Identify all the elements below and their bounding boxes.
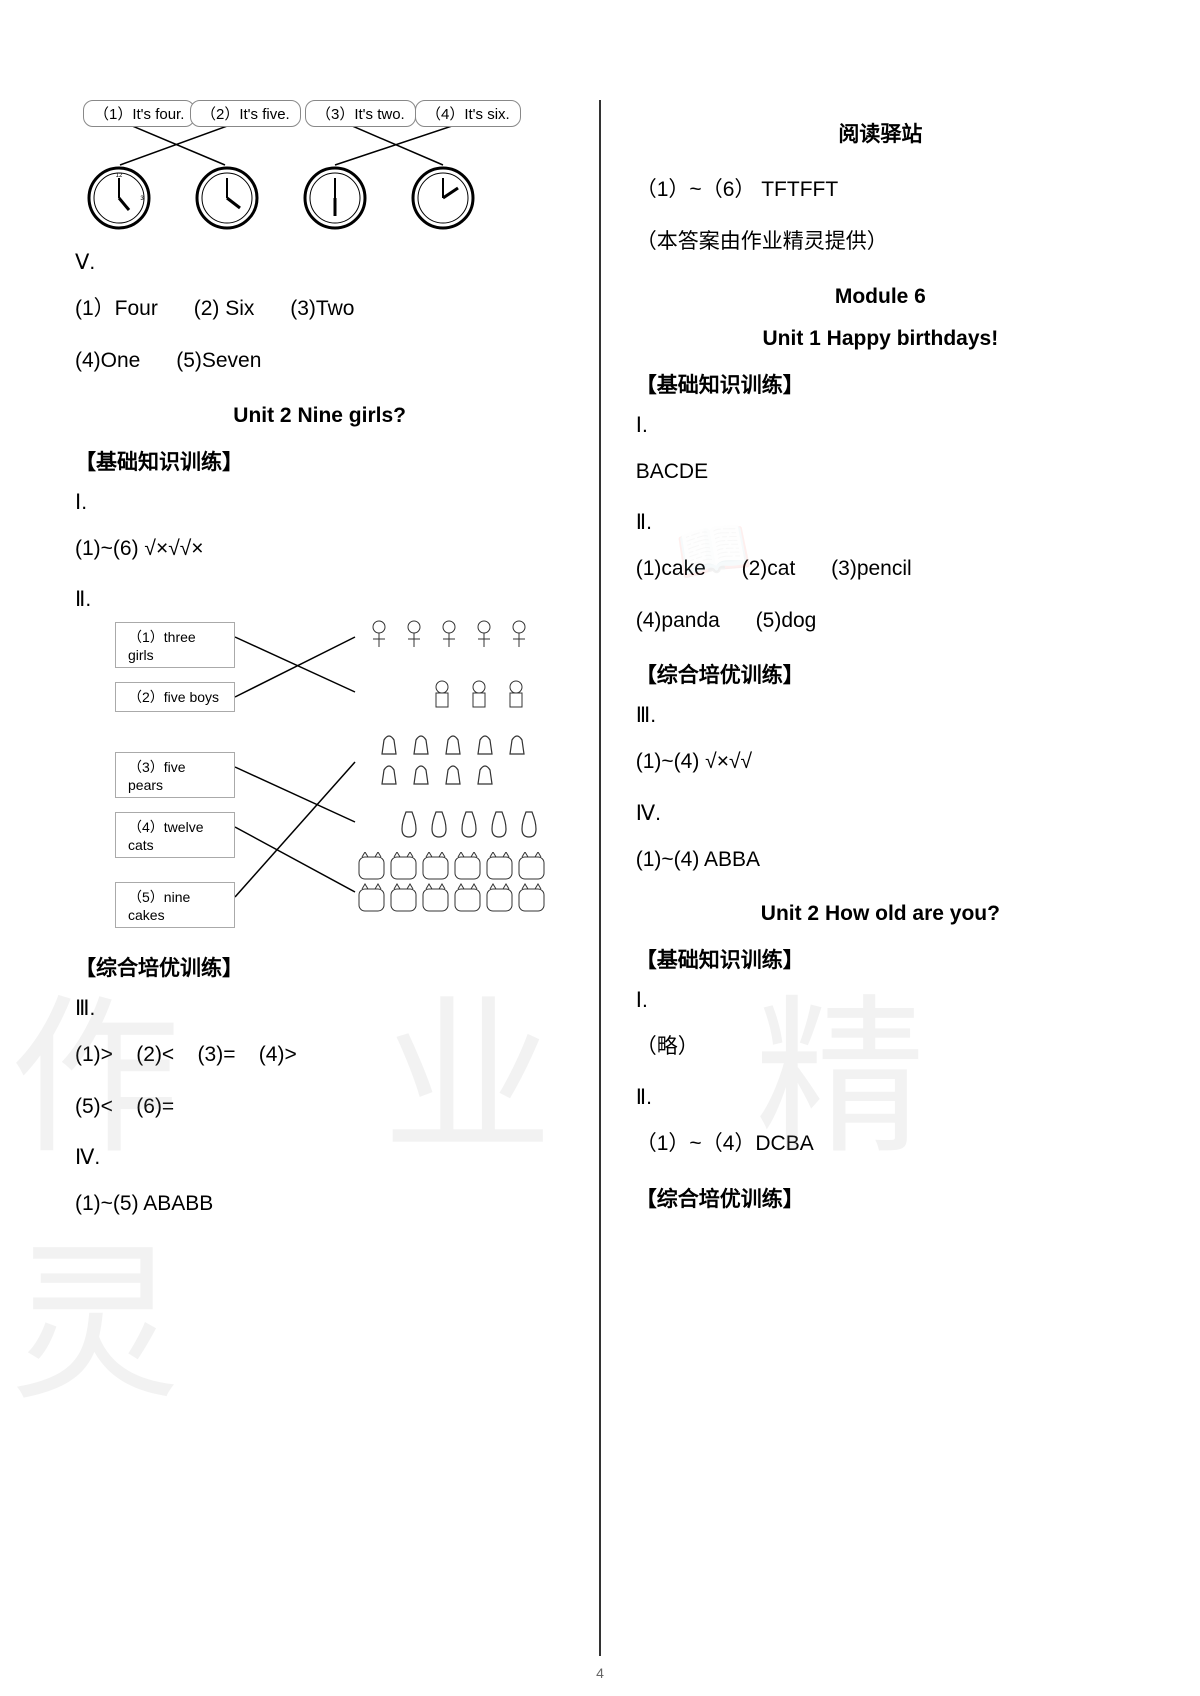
answer-i-1: (1)~(6) √×√√× xyxy=(75,525,564,573)
answer-iii-1: (1)> (2)< (3)= (4)> xyxy=(75,1031,564,1079)
reading-station-heading: 阅读驿站 xyxy=(636,118,1125,148)
basic-training-heading-1: 【基础知识训练】 xyxy=(75,446,564,476)
answer-iii-1-2: (5)< (6)= xyxy=(75,1083,564,1131)
clock-5oclock: 123 xyxy=(87,166,151,230)
roman-iv-2: Ⅳ. xyxy=(636,801,1125,826)
match-label-1: （1）three girls xyxy=(115,622,235,668)
roman-iii-1: Ⅲ. xyxy=(75,996,564,1021)
roman-i-2: Ⅰ. xyxy=(636,413,1125,438)
unit2-how-old-title: Unit 2 How old are you? xyxy=(636,902,1125,926)
page-container: （1）It's four. （2）It's five. （3）It's two.… xyxy=(0,0,1200,1696)
cakes-group xyxy=(374,732,554,792)
comprehensive-training-heading-2: 【综合培优训练】 xyxy=(636,659,1125,689)
roman-iii-2: Ⅲ. xyxy=(636,703,1125,728)
clock-label-3: （3）It's two. xyxy=(305,100,416,127)
match-label-5: （5）nine cakes xyxy=(115,882,235,928)
answer-v-line1: (1）Four (2) Six (3)Two xyxy=(75,285,564,333)
unit2-nine-girls-title: Unit 2 Nine girls? xyxy=(75,404,564,428)
answer-iv-1: (1)~(5) ABABB xyxy=(75,1180,564,1228)
comprehensive-training-heading-3: 【综合培优训练】 xyxy=(636,1183,1125,1213)
reading-station-answer: （1）~（6） TFTFFT xyxy=(636,166,1125,214)
pears-group xyxy=(394,807,554,842)
answer-iii-2: (1)~(4) √×√√ xyxy=(636,738,1125,786)
clock-label-4: （4）It's six. xyxy=(415,100,521,127)
clock-4oclock xyxy=(195,166,259,230)
answer-ii-2-line2: (4)panda (5)dog xyxy=(636,597,1125,645)
cats-group xyxy=(354,852,554,917)
answer-i-3: （略） xyxy=(636,1023,1125,1071)
clock-6oclock xyxy=(303,166,367,230)
reading-station-note: （本答案由作业精灵提供） xyxy=(636,218,1125,266)
clock-label-1: （1）It's four. xyxy=(83,100,195,127)
basic-training-heading-3: 【基础知识训练】 xyxy=(636,944,1125,974)
basic-training-heading-2: 【基础知识训练】 xyxy=(636,369,1125,399)
roman-iv-1: Ⅳ. xyxy=(75,1145,564,1170)
match-label-4: （4）twelve cats xyxy=(115,812,235,858)
match-label-2: （2）five boys xyxy=(115,682,235,712)
answer-v-line2: (4)One (5)Seven xyxy=(75,337,564,385)
svg-text:12: 12 xyxy=(116,173,123,179)
clock-matching-section: （1）It's four. （2）It's five. （3）It's two.… xyxy=(75,100,564,230)
answer-i-2: BACDE xyxy=(636,448,1125,496)
girls-group xyxy=(424,677,554,717)
boys-group xyxy=(364,617,554,657)
faded-book-icon: 📖 xyxy=(670,509,756,592)
page-number: 4 xyxy=(596,1665,604,1681)
matching-section: （1）three girls （2）five boys （3）five pear… xyxy=(75,622,564,932)
comprehensive-training-heading-1: 【综合培优训练】 xyxy=(75,952,564,982)
clock-label-2: （2）It's five. xyxy=(190,100,301,127)
left-column: （1）It's four. （2）It's five. （3）It's two.… xyxy=(60,100,594,1656)
roman-ii-3: Ⅱ. xyxy=(636,1085,1125,1110)
clock-2oclock xyxy=(411,166,475,230)
roman-v: Ⅴ. xyxy=(75,250,564,275)
right-column: 阅读驿站 （1）~（6） TFTFFT （本答案由作业精灵提供） Module … xyxy=(606,100,1140,1656)
match-label-3: （3）five pears xyxy=(115,752,235,798)
roman-i-1: Ⅰ. xyxy=(75,490,564,515)
answer-ii-3: （1）~（4）DCBA xyxy=(636,1120,1125,1168)
module6-title: Module 6 xyxy=(636,285,1125,309)
unit1-happy-birthdays-title: Unit 1 Happy birthdays! xyxy=(636,327,1125,351)
roman-i-3: Ⅰ. xyxy=(636,988,1125,1013)
column-divider xyxy=(599,100,601,1656)
answer-iv-2: (1)~(4) ABBA xyxy=(636,836,1125,884)
roman-ii-1: Ⅱ. xyxy=(75,587,564,612)
